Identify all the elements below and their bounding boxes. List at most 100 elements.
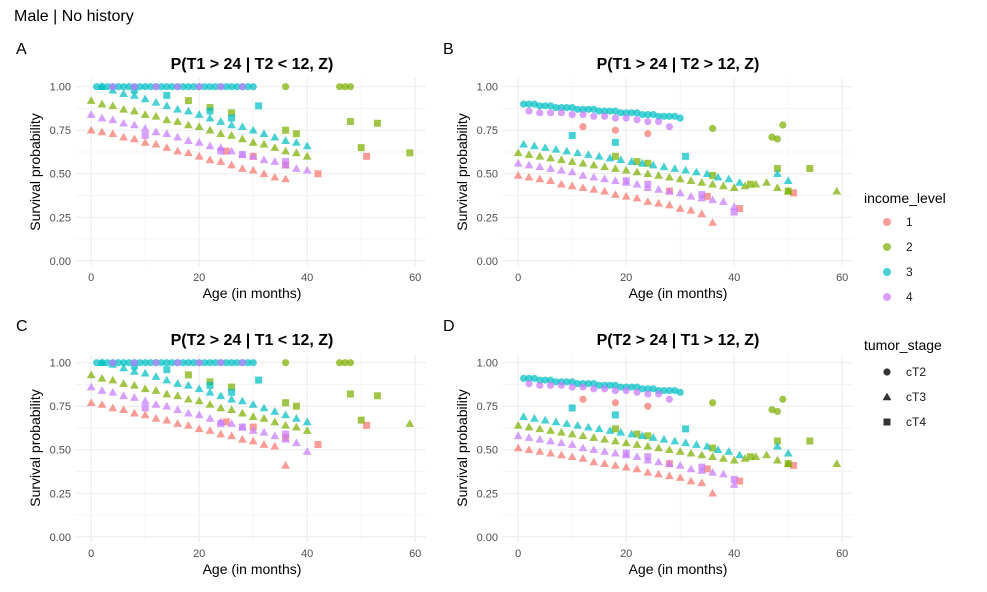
data-point <box>140 138 150 146</box>
data-point <box>713 445 723 454</box>
data-point <box>686 464 696 473</box>
data-point <box>654 457 663 466</box>
data-point <box>238 359 246 367</box>
data-point <box>584 422 593 431</box>
data-point <box>708 218 717 226</box>
data-point <box>686 205 696 214</box>
data-point <box>606 381 614 389</box>
data-point <box>665 459 674 467</box>
data-point <box>568 383 576 391</box>
data-point <box>141 404 149 412</box>
x-tick-label: 60 <box>409 548 421 560</box>
data-point <box>292 402 300 410</box>
data-point <box>709 444 717 452</box>
data-point <box>546 176 555 185</box>
data-point <box>163 83 171 91</box>
data-point <box>336 83 344 91</box>
data-point <box>681 438 690 447</box>
data-point <box>773 165 781 173</box>
x-tick-label: 20 <box>620 272 632 284</box>
data-point <box>686 476 696 485</box>
data-point <box>546 164 555 172</box>
data-point <box>551 417 561 426</box>
data-point <box>632 440 642 448</box>
data-point <box>567 181 577 190</box>
data-point <box>140 396 150 405</box>
data-point <box>557 438 566 447</box>
data-point <box>638 158 647 167</box>
panel-title: P(T2 > 24 | T1 > 12, Z) <box>597 332 760 349</box>
data-point <box>248 426 258 434</box>
data-point <box>594 151 604 160</box>
data-point <box>217 83 225 91</box>
y-tick-label: 1.00 <box>477 82 498 94</box>
data-point <box>665 186 674 195</box>
data-point <box>773 441 782 450</box>
y-tick-label: 0.25 <box>477 488 498 500</box>
data-point <box>562 419 572 427</box>
data-point <box>184 380 193 389</box>
data-point <box>632 464 642 473</box>
data-point <box>151 139 161 148</box>
data-point <box>103 83 111 91</box>
data-point <box>363 421 371 429</box>
data-point <box>665 445 674 454</box>
data-point <box>719 469 728 478</box>
data-point <box>644 130 652 138</box>
y-tick-label: 0.25 <box>50 488 71 500</box>
data-point <box>648 433 658 441</box>
data-point <box>228 383 236 391</box>
data-point <box>644 385 652 393</box>
data-point <box>97 358 107 367</box>
y-tick-label: 0.25 <box>50 212 71 224</box>
data-point <box>341 83 349 91</box>
y-axis-label: Survival probability <box>454 389 470 507</box>
data-point <box>660 386 668 395</box>
data-point <box>606 107 614 115</box>
data-point <box>238 83 246 91</box>
y-tick-label: 1.00 <box>50 82 71 94</box>
data-point <box>611 126 620 134</box>
data-point <box>633 430 641 438</box>
legend-income: income_level 1 2 3 4 <box>864 190 946 304</box>
square-icon <box>883 418 891 426</box>
data-point <box>157 83 165 91</box>
data-point <box>708 195 717 204</box>
data-point <box>574 379 582 388</box>
data-point <box>644 159 652 167</box>
data-point <box>130 134 139 143</box>
data-point <box>665 123 674 131</box>
data-point <box>670 164 680 172</box>
data-point <box>248 151 258 160</box>
data-point <box>114 359 122 367</box>
y-tick-label: 0.50 <box>477 169 498 181</box>
data-point <box>675 204 685 212</box>
data-point <box>259 129 269 138</box>
data-point <box>622 114 630 122</box>
data-point <box>649 385 657 393</box>
data-point <box>644 390 652 398</box>
data-point <box>676 388 684 396</box>
data-point <box>724 174 734 183</box>
data-point <box>600 459 609 467</box>
data-point <box>665 112 674 120</box>
data-point <box>108 101 118 110</box>
data-point <box>557 103 566 112</box>
data-point <box>255 376 263 384</box>
data-point <box>270 172 280 181</box>
data-point <box>568 378 576 386</box>
data-point <box>163 91 171 99</box>
data-point <box>194 396 204 405</box>
y-tick-label: 1.00 <box>50 358 71 370</box>
legend-income-label: 1 <box>906 215 913 229</box>
legend-income-label: 2 <box>906 240 913 254</box>
data-point <box>217 359 225 367</box>
data-point <box>120 83 128 91</box>
data-point <box>346 390 354 398</box>
panel-title: P(T1 > 24 | T2 > 12, Z) <box>597 56 760 73</box>
data-point <box>248 400 258 408</box>
data-point <box>611 152 619 160</box>
data-point <box>659 162 669 171</box>
data-point <box>151 386 161 394</box>
data-point <box>227 131 236 139</box>
